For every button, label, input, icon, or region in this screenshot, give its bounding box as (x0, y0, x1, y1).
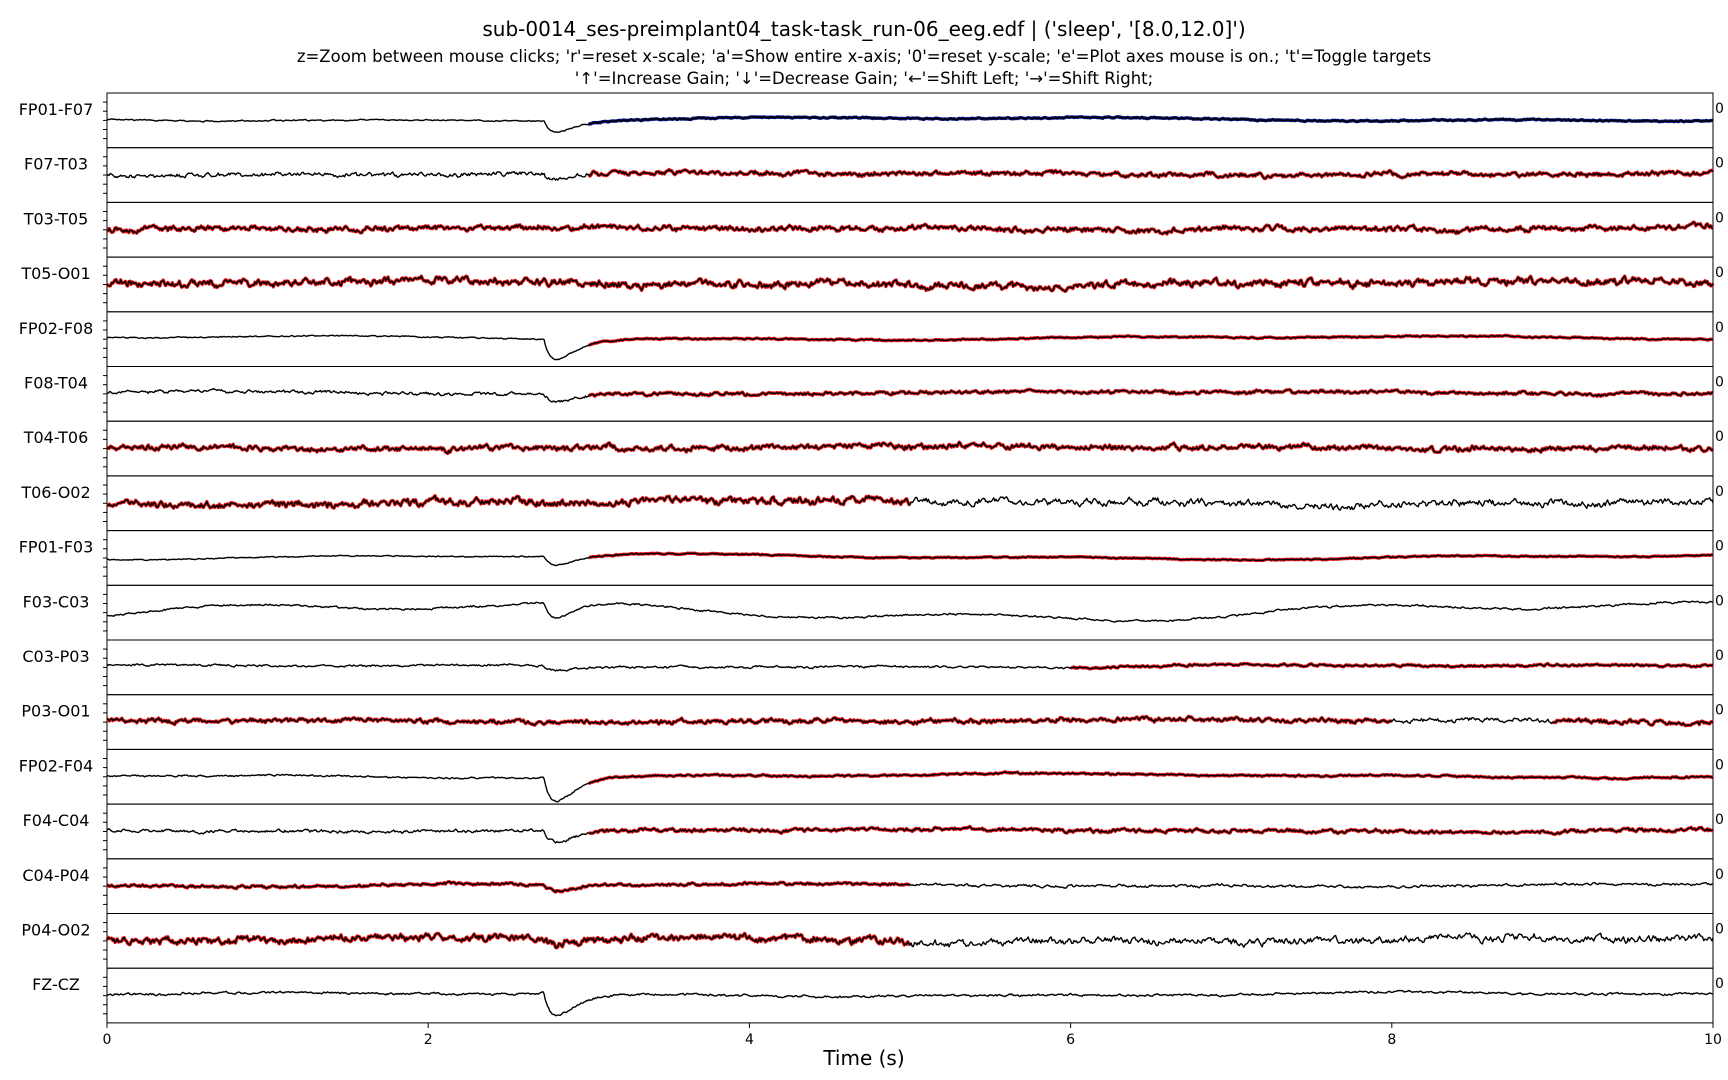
channel-label: F07-T03 (24, 155, 88, 174)
x-tick-label: 0 (103, 1032, 112, 1048)
right-tick-label: 0 (1715, 593, 1724, 609)
eeg-trace (106, 495, 1714, 511)
channel-label: T05-O01 (20, 264, 90, 283)
eeg-trace (106, 441, 1714, 455)
keyboard-help-line-1: z=Zoom between mouse clicks; 'r'=reset x… (296, 47, 1432, 66)
eeg-trace (106, 168, 1714, 181)
eeg-trace (106, 932, 1714, 949)
right-tick-label: 0 (1715, 867, 1724, 883)
right-tick-label: 0 (1715, 156, 1724, 172)
eeg-trace (106, 771, 1714, 803)
right-tick-label: 0 (1715, 648, 1724, 664)
channel-label: F04-C04 (23, 811, 90, 830)
right-tick-label: 0 (1715, 757, 1724, 773)
channel-label: P03-O01 (21, 702, 90, 721)
right-tick-label: 0 (1715, 703, 1724, 719)
eeg-trace (106, 334, 1714, 361)
eeg-trace (106, 989, 1714, 1017)
channel-label: FP02-F08 (19, 319, 94, 338)
right-tick-label: 0 (1715, 484, 1724, 500)
x-tick-label: 6 (1066, 1032, 1075, 1048)
right-tick-label: 0 (1715, 539, 1724, 555)
channel-label: FP02-F04 (19, 756, 94, 775)
right-tick-label: 0 (1715, 922, 1724, 938)
right-tick-label: 0 (1715, 812, 1724, 828)
eeg-trace (106, 552, 1714, 567)
eeg-trace (106, 387, 1714, 403)
channel-label: FP01-F07 (19, 100, 94, 119)
right-tick-label: 0 (1715, 210, 1724, 226)
channel-label: C04-P04 (22, 866, 89, 885)
channel-label: T03-T05 (23, 209, 89, 228)
eeg-trace (106, 600, 1714, 623)
channel-label: T06-O02 (20, 483, 90, 502)
eeg-trace (106, 662, 1714, 672)
x-tick-label: 4 (745, 1032, 754, 1048)
chart-title: sub-0014_ses-preimplant04_task-task_run-… (482, 17, 1246, 41)
channel-label: P04-O02 (21, 921, 90, 940)
channel-label: T04-T06 (23, 428, 89, 447)
keyboard-help-line-2: '↑'=Increase Gain; '↓'=Decrease Gain; '←… (574, 69, 1154, 88)
x-tick-label: 2 (424, 1032, 433, 1048)
x-tick-label: 8 (1387, 1032, 1396, 1048)
right-tick-label: 0 (1715, 976, 1724, 992)
channel-label: F08-T04 (24, 374, 88, 393)
eeg-trace (106, 881, 1714, 893)
eeg-trace (106, 221, 1714, 235)
x-tick-label: 10 (1704, 1032, 1722, 1048)
channel-label: C03-P03 (22, 647, 89, 666)
eeg-trace (106, 715, 1714, 727)
right-tick-label: 0 (1715, 320, 1724, 336)
channel-axes-frame[interactable] (106, 584, 1714, 641)
channel-label: FP01-F03 (19, 538, 94, 557)
right-tick-label: 0 (1715, 375, 1724, 391)
channel-label: FZ-CZ (32, 975, 80, 994)
eeg-trace (106, 116, 1714, 133)
eeg-trace (106, 825, 1714, 844)
x-axis-label: Time (s) (823, 1046, 905, 1070)
channel-label: F03-C03 (23, 592, 90, 611)
channel-axes-frame[interactable] (106, 967, 1714, 1024)
right-tick-label: 0 (1715, 429, 1724, 445)
eeg-trace (106, 275, 1714, 292)
right-tick-label: 0 (1715, 101, 1724, 117)
target-highlight-segment (106, 494, 911, 510)
right-tick-label: 0 (1715, 265, 1724, 281)
